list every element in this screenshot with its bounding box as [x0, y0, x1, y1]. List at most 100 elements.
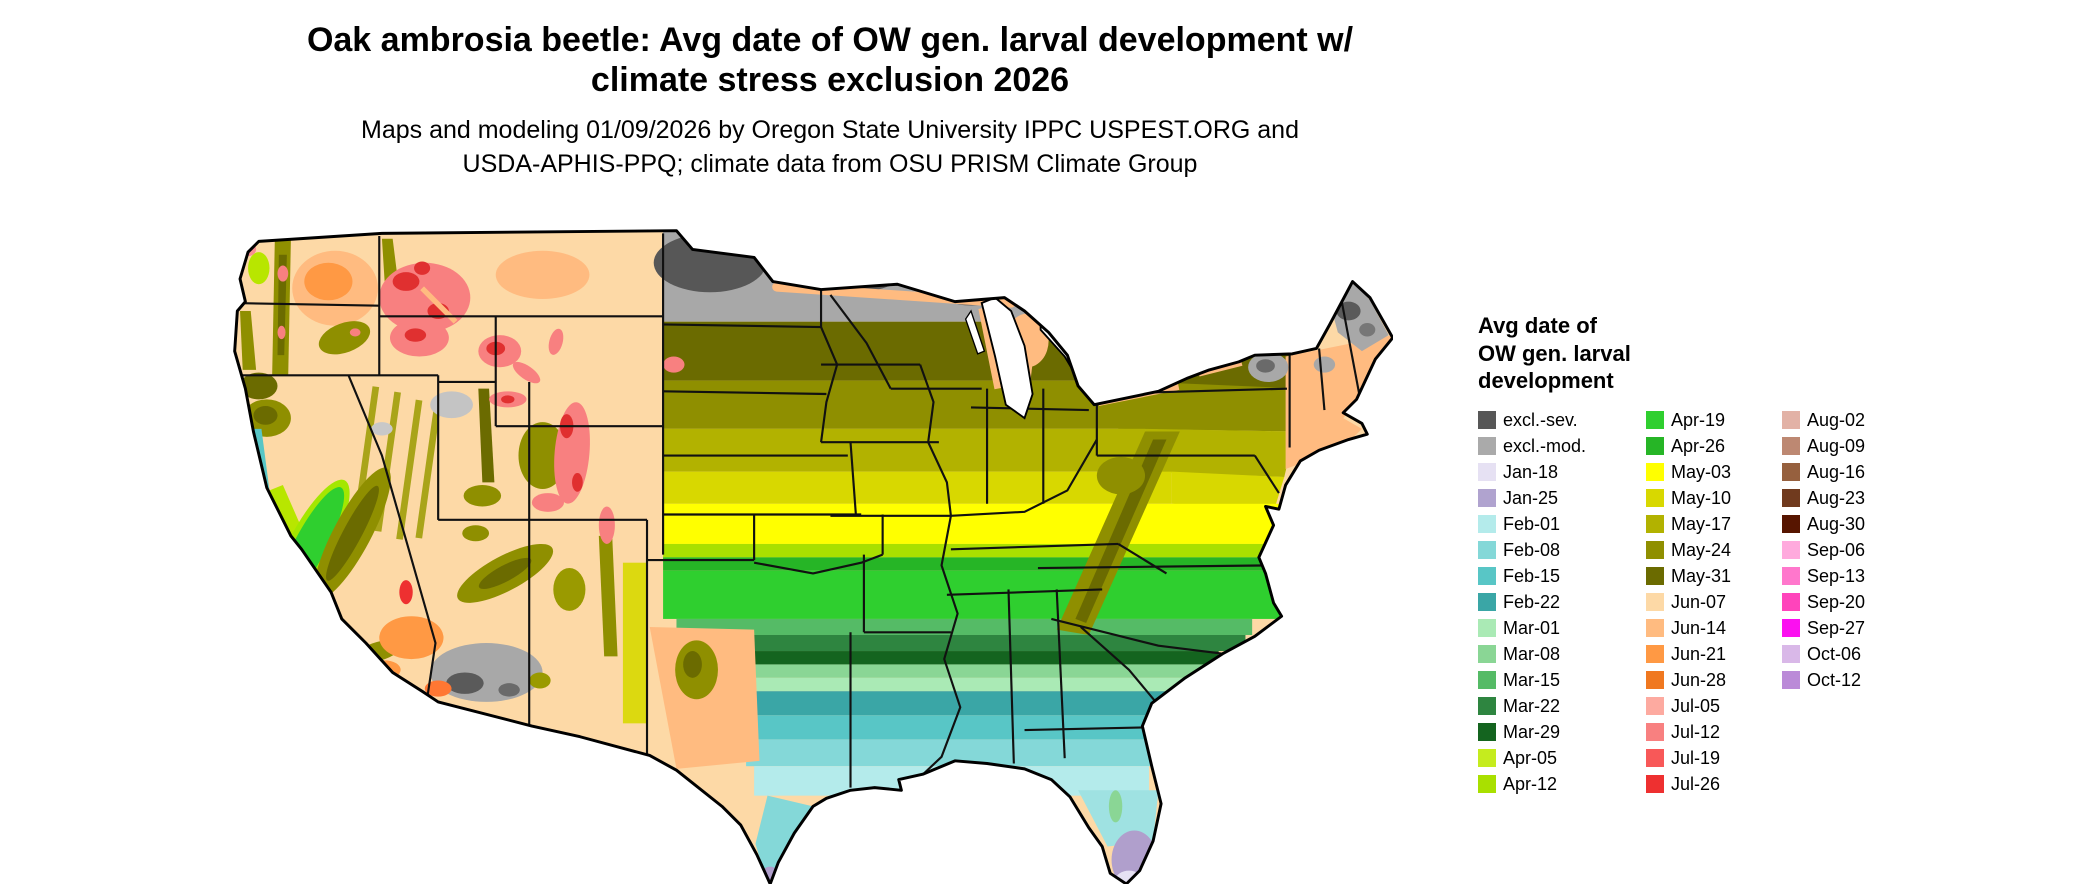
legend-swatch [1782, 463, 1800, 482]
legend-swatch [1646, 593, 1664, 612]
legend-entry: May-03 [1646, 459, 1774, 485]
legend-entry: Mar-08 [1478, 641, 1638, 667]
legend-entry: Aug-23 [1782, 485, 1912, 511]
legend-entry: Feb-22 [1478, 589, 1638, 615]
legend-entry: Mar-15 [1478, 667, 1638, 693]
legend-label: Apr-19 [1671, 409, 1726, 430]
map-outline [233, 229, 1393, 884]
legend: Avg date of OW gen. larval development e… [1478, 312, 1912, 797]
legend-label: Sep-27 [1807, 617, 1866, 638]
legend-swatch [1646, 697, 1664, 716]
legend-entry: Aug-16 [1782, 459, 1912, 485]
legend-title: Avg date of OW gen. larval development [1478, 313, 1631, 394]
legend-entry: Aug-30 [1782, 511, 1912, 537]
legend-entry: Oct-12 [1782, 667, 1912, 693]
legend-label: Jul-05 [1671, 695, 1721, 716]
legend-label: Mar-29 [1503, 721, 1561, 742]
legend-swatch [1646, 437, 1664, 456]
legend-swatch [1646, 775, 1664, 794]
legend-swatch [1646, 489, 1664, 508]
legend-entry: May-31 [1646, 563, 1774, 589]
legend-label: excl.-mod. [1503, 435, 1587, 456]
legend-entry: Feb-01 [1478, 511, 1638, 537]
legend-swatch [1478, 463, 1496, 482]
legend-label: Sep-13 [1807, 565, 1866, 586]
page-title: Oak ambrosia beetle: Avg date of OW gen.… [306, 21, 1354, 100]
legend-swatch [1782, 567, 1800, 586]
legend-entry: Aug-02 [1782, 407, 1912, 433]
legend-label: Feb-01 [1503, 513, 1561, 534]
legend-label: excl.-sev. [1503, 409, 1578, 430]
legend-swatch [1782, 541, 1800, 560]
legend-label: Sep-06 [1807, 539, 1866, 560]
legend-label: Oct-06 [1807, 643, 1862, 664]
legend-label: May-17 [1671, 513, 1732, 534]
legend-column: Apr-19 Apr-26 May-03 May-10 May-17 May-24 May-… [1646, 407, 1774, 797]
legend-label: Aug-16 [1807, 461, 1866, 482]
legend-swatch [1782, 515, 1800, 534]
legend-swatch [1646, 515, 1664, 534]
legend-label: Oct-12 [1807, 669, 1862, 690]
legend-swatch [1478, 411, 1496, 430]
legend-swatch [1478, 671, 1496, 690]
legend-swatch [1782, 619, 1800, 638]
legend-swatch [1478, 697, 1496, 716]
legend-entry: Apr-05 [1478, 745, 1638, 771]
legend-swatch [1478, 723, 1496, 742]
legend-entry: Mar-29 [1478, 719, 1638, 745]
legend-entry: Jul-12 [1646, 719, 1774, 745]
legend-label: Aug-23 [1807, 487, 1866, 508]
legend-entry: Jun-28 [1646, 667, 1774, 693]
legend-label: Aug-02 [1807, 409, 1866, 430]
legend-entry: Sep-13 [1782, 563, 1912, 589]
legend-swatch [1646, 619, 1664, 638]
legend-label: Mar-01 [1503, 617, 1561, 638]
legend-entry: Mar-22 [1478, 693, 1638, 719]
legend-swatch [1782, 593, 1800, 612]
legend-swatch [1646, 567, 1664, 586]
legend-label: Jul-12 [1671, 721, 1721, 742]
legend-label: Jul-26 [1671, 773, 1721, 794]
legend-label: Apr-26 [1671, 435, 1726, 456]
legend-entry: May-10 [1646, 485, 1774, 511]
legend-entry: Jul-26 [1646, 771, 1774, 797]
legend-label: May-31 [1671, 565, 1732, 586]
legend-swatch [1782, 411, 1800, 430]
legend-label: Jan-25 [1503, 487, 1559, 508]
legend-label: Jan-18 [1503, 461, 1559, 482]
legend-swatch [1478, 645, 1496, 664]
legend-label: Jun-28 [1671, 669, 1727, 690]
legend-swatch [1646, 463, 1664, 482]
legend-entry: Aug-09 [1782, 433, 1912, 459]
legend-label: Mar-15 [1503, 669, 1561, 690]
legend-swatch [1478, 619, 1496, 638]
page-subtitle: Maps and modeling 01/09/2026 by Oregon S… [361, 116, 1299, 178]
map-container [221, 228, 1393, 884]
legend-swatch [1646, 411, 1664, 430]
legend-swatch [1782, 671, 1800, 690]
legend-entry: Jun-14 [1646, 615, 1774, 641]
legend-label: Aug-09 [1807, 435, 1866, 456]
legend-swatch [1782, 489, 1800, 508]
legend-entry: Feb-15 [1478, 563, 1638, 589]
legend-swatch [1478, 775, 1496, 794]
legend-entry: May-17 [1646, 511, 1774, 537]
legend-swatch [1478, 593, 1496, 612]
legend-entry: Jun-21 [1646, 641, 1774, 667]
legend-swatch [1782, 437, 1800, 456]
legend-swatch [1782, 645, 1800, 664]
legend-entry: Oct-06 [1782, 641, 1912, 667]
legend-swatch [1646, 645, 1664, 664]
legend-swatch [1478, 749, 1496, 768]
legend-swatch [1646, 671, 1664, 690]
legend-swatch [1478, 541, 1496, 560]
legend-entry: Jun-07 [1646, 589, 1774, 615]
legend-swatch [1646, 723, 1664, 742]
legend-label: Jun-07 [1671, 591, 1727, 612]
legend-swatch [1478, 515, 1496, 534]
legend-entry: Feb-08 [1478, 537, 1638, 563]
legend-label: Feb-15 [1503, 565, 1561, 586]
legend-label: Mar-08 [1503, 643, 1561, 664]
legend-entry: excl.-sev. [1478, 407, 1638, 433]
